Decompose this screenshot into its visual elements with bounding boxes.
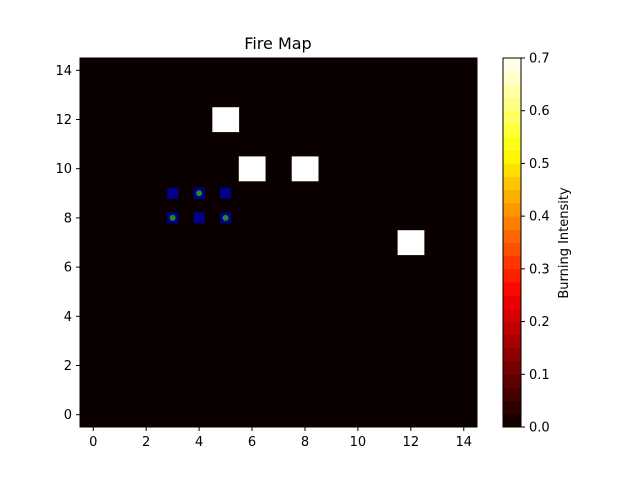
colorbar-band	[503, 400, 521, 415]
y-tick-label: 4	[64, 310, 72, 325]
square-marker	[220, 187, 232, 199]
y-tick-label: 10	[55, 162, 72, 177]
colorbar-band	[503, 347, 521, 362]
colorbar-band	[503, 268, 521, 283]
colorbar-band	[503, 202, 521, 217]
x-tick-label: 8	[301, 435, 309, 450]
colorbar-label: Burning Intensity	[557, 187, 572, 299]
y-tick-label: 6	[64, 261, 72, 276]
colorbar-band	[503, 176, 521, 191]
colorbar-band	[503, 189, 521, 204]
x-tick-label: 4	[195, 435, 203, 450]
heatmap-plot: 0 2 4 6 8 10 12 14 0 2 4 6 8 10 12 14	[55, 57, 478, 450]
colorbar-tick-label: 0.2	[529, 315, 550, 330]
colorbar-band	[503, 255, 521, 270]
colorbar-band	[503, 84, 521, 98]
colorbar-band	[503, 282, 521, 296]
colorbar-band	[503, 71, 521, 85]
colorbar: 0.0 0.1 0.2 0.3 0.4 0.5 0.6 0.7	[502, 52, 550, 436]
square-marker	[167, 187, 179, 199]
burning-cell	[397, 230, 425, 256]
plot-frame	[79, 57, 478, 428]
y-tick-label: 12	[55, 113, 72, 128]
x-tick-label: 6	[248, 435, 256, 450]
colorbar-tick-label: 0.0	[529, 421, 550, 436]
colorbar-frame	[502, 57, 522, 428]
x-tick-label: 0	[89, 435, 97, 450]
colorbar-band	[503, 137, 521, 151]
colorbar-band	[503, 295, 521, 309]
x-tick-label: 10	[350, 435, 367, 450]
y-tick-label: 2	[64, 359, 72, 374]
colorbar-band	[503, 242, 521, 257]
colorbar-band	[503, 321, 521, 336]
dot-marker	[196, 190, 203, 197]
colorbar-tick-label: 0.7	[529, 52, 550, 67]
colorbar-band	[503, 387, 521, 402]
colorbar-tick-label: 0.4	[529, 210, 550, 225]
colorbar-tick-label: 0.1	[529, 368, 550, 383]
chart-title: Fire Map	[244, 34, 311, 53]
colorbar-tick-label: 0.3	[529, 262, 550, 277]
dot-marker	[169, 214, 176, 221]
x-tick-label: 12	[403, 435, 420, 450]
burning-cell	[238, 156, 266, 182]
colorbar-band	[503, 334, 521, 349]
y-tick-label: 0	[64, 408, 72, 423]
colorbar-tick-label: 0.5	[529, 157, 550, 172]
colorbar-band	[503, 216, 521, 230]
x-tick-label: 2	[142, 435, 150, 450]
colorbar-band	[503, 374, 521, 388]
y-tick-label: 8	[64, 211, 72, 226]
square-marker	[193, 212, 205, 224]
colorbar-band	[503, 413, 521, 428]
colorbar-band	[503, 150, 521, 164]
colorbar-band	[503, 97, 521, 112]
burning-cell	[212, 107, 240, 133]
dot-marker	[222, 214, 229, 221]
colorbar-band	[503, 229, 521, 243]
colorbar-band	[503, 58, 521, 72]
colorbar-band	[503, 110, 521, 125]
x-tick-label: 14	[455, 435, 472, 450]
colorbar-band	[503, 308, 521, 322]
colorbar-band	[503, 123, 521, 138]
colorbar-band	[503, 163, 521, 178]
burning-cell	[291, 156, 319, 182]
y-tick-label: 14	[55, 64, 72, 79]
colorbar-tick-label: 0.6	[529, 104, 550, 119]
colorbar-band	[503, 361, 521, 375]
